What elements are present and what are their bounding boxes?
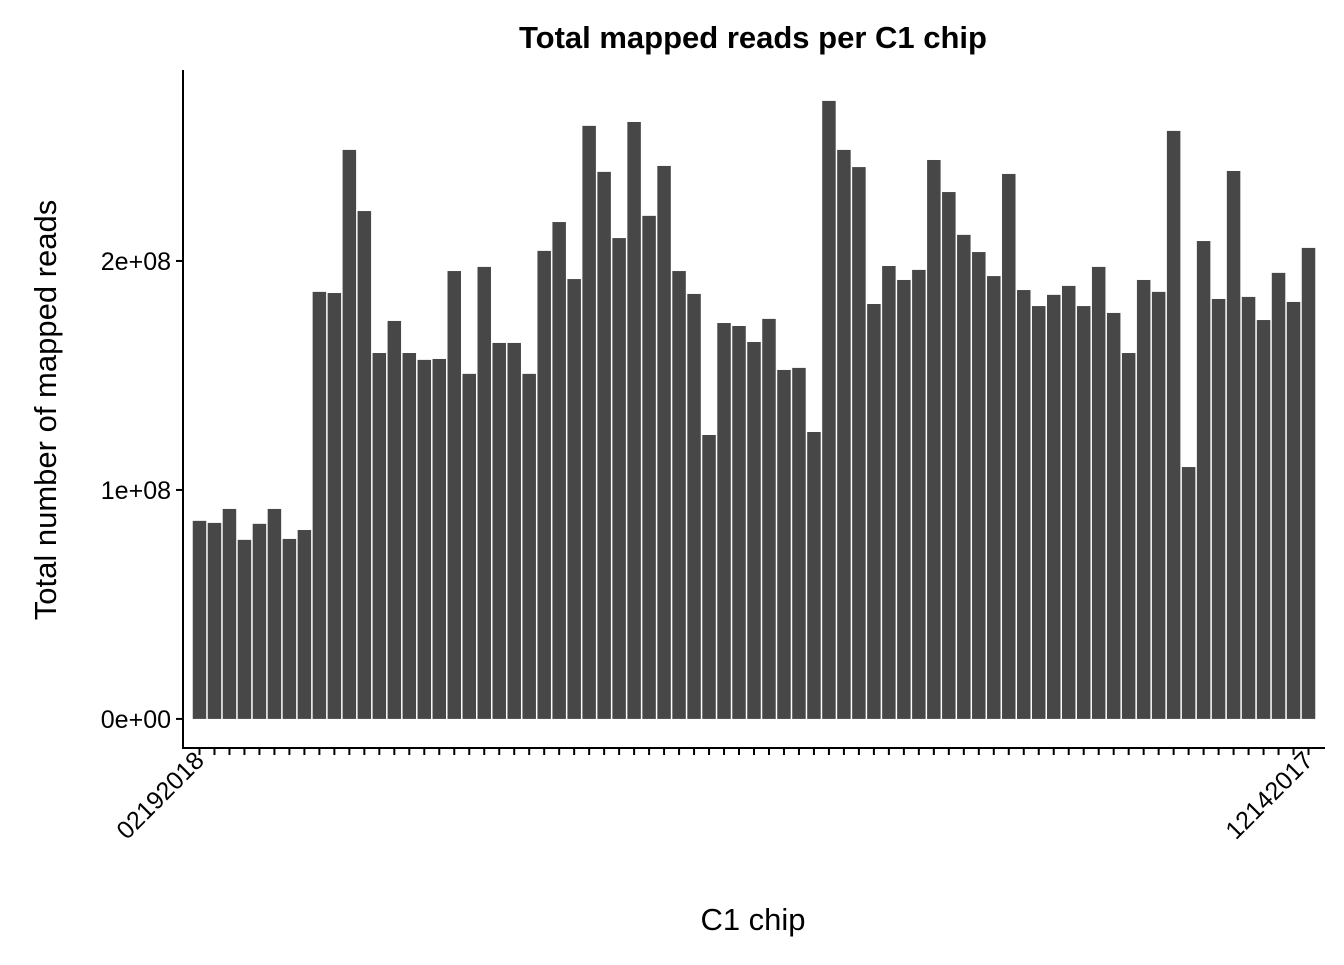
bar: [447, 271, 462, 719]
bar: [1301, 247, 1316, 719]
bar: [477, 266, 491, 719]
bar: [1017, 290, 1031, 719]
bar: [582, 125, 596, 719]
y-tick-label: 2e+08: [101, 248, 171, 276]
bar: [1241, 296, 1256, 719]
bar: [852, 167, 866, 719]
bar: [567, 279, 581, 719]
bar: [252, 523, 267, 719]
bar: [237, 539, 252, 719]
bar: [807, 432, 821, 719]
x-tick-label: 12142017: [1220, 746, 1318, 844]
bar: [792, 367, 806, 719]
bar: [1121, 353, 1136, 719]
bar: [1046, 294, 1061, 719]
bar: [687, 293, 701, 719]
bar: [957, 234, 971, 719]
bar: [297, 530, 312, 719]
bar: [357, 211, 372, 719]
bar: [312, 291, 327, 719]
bar: [1256, 320, 1271, 719]
bar: [1091, 266, 1106, 719]
bar: [282, 538, 297, 719]
bar: [882, 266, 896, 719]
bar: [387, 320, 402, 719]
bar: [1032, 306, 1046, 719]
bar: [267, 508, 282, 719]
bar: [402, 353, 417, 719]
bar: [462, 373, 476, 719]
bar: [1271, 272, 1286, 719]
x-tick-label: 02192018: [111, 746, 209, 844]
bar: [1286, 301, 1301, 719]
bar: [342, 149, 357, 719]
bar: [642, 215, 656, 719]
bar: [1181, 467, 1196, 719]
bar: [702, 434, 716, 719]
bar: [222, 508, 237, 719]
bar: [822, 100, 836, 719]
bar: [1196, 241, 1211, 719]
bar: [522, 373, 536, 719]
chart-title: Total mapped reads per C1 chip: [519, 20, 987, 55]
bar: [627, 121, 641, 719]
bar: [867, 304, 881, 719]
x-axis-label: C1 chip: [700, 902, 805, 937]
bar: [492, 342, 506, 719]
y-tick-label: 0e+00: [101, 706, 171, 734]
bar: [927, 159, 941, 719]
bar: [1136, 279, 1151, 719]
bar: [1211, 298, 1226, 719]
bar: [777, 369, 791, 719]
bar: [1106, 312, 1121, 719]
bar: [657, 165, 671, 719]
bar: [1166, 130, 1181, 719]
bar: [762, 318, 776, 719]
bar: [537, 250, 551, 719]
bar: [1076, 306, 1091, 719]
bar: [987, 276, 1001, 719]
bar: [192, 520, 207, 719]
bar: [597, 171, 611, 719]
bar: [552, 222, 566, 719]
bar: [1151, 291, 1166, 719]
bar: [717, 323, 731, 719]
y-axis-label: Total number of mapped reads: [28, 200, 63, 620]
bar: [207, 522, 222, 719]
bar: [372, 353, 387, 719]
bar: [327, 293, 342, 719]
bar: [942, 192, 956, 719]
y-tick-label: 1e+08: [101, 477, 171, 505]
bar: [972, 252, 986, 719]
bar: [837, 149, 851, 719]
bar: [1002, 173, 1016, 719]
bar: [507, 342, 521, 719]
bar: [432, 358, 447, 719]
bar: [417, 359, 432, 719]
bar: [672, 271, 686, 719]
bar: [612, 238, 626, 719]
bar: [747, 342, 761, 719]
bar: [1226, 170, 1241, 719]
bar: [732, 325, 746, 719]
bar: [897, 279, 911, 719]
bar: [1061, 285, 1076, 719]
bar: [912, 269, 926, 719]
